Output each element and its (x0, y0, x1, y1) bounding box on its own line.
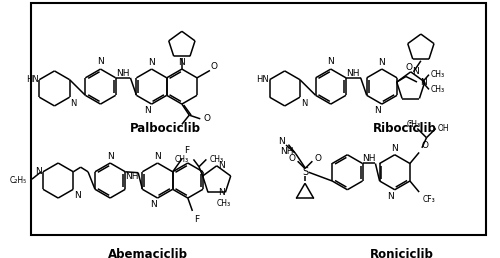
Text: Abemaciclib: Abemaciclib (108, 248, 188, 258)
Text: N: N (178, 58, 185, 67)
Text: O: O (314, 154, 321, 163)
Text: O: O (210, 62, 217, 71)
Text: F: F (184, 146, 189, 155)
Text: O: O (289, 154, 296, 163)
Text: N: N (107, 152, 114, 161)
Text: Roniciclib: Roniciclib (370, 248, 434, 258)
Text: O: O (405, 63, 412, 72)
Text: NH: NH (116, 69, 130, 78)
Text: C₂H₅: C₂H₅ (9, 176, 26, 186)
Text: N: N (392, 144, 398, 153)
Text: CF₃: CF₃ (423, 195, 436, 204)
Text: N: N (387, 192, 394, 200)
Text: N: N (148, 58, 155, 67)
Text: N: N (97, 57, 104, 66)
Text: N: N (144, 106, 150, 115)
Text: N: N (374, 106, 381, 115)
Text: OH: OH (438, 124, 449, 133)
Text: CH₃: CH₃ (431, 85, 445, 94)
Text: N: N (36, 167, 42, 176)
Text: HN: HN (26, 75, 38, 84)
Text: NH: NH (125, 172, 138, 181)
Text: N: N (70, 99, 77, 108)
Text: NH: NH (346, 69, 360, 78)
Text: CH₃: CH₃ (216, 199, 230, 208)
Text: N: N (150, 200, 156, 209)
Text: N: N (74, 191, 81, 200)
Text: CH₃: CH₃ (209, 155, 224, 164)
Text: O: O (204, 114, 211, 123)
Text: N: N (412, 67, 420, 76)
Text: CH₃: CH₃ (174, 155, 189, 164)
Text: N: N (218, 161, 226, 170)
Text: N: N (278, 137, 284, 146)
Text: Ribociclib: Ribociclib (373, 123, 437, 135)
Text: NH: NH (362, 154, 376, 163)
Text: N: N (154, 152, 161, 161)
Text: N: N (218, 188, 224, 197)
Text: O: O (422, 141, 429, 150)
Text: N: N (378, 58, 385, 67)
Text: N: N (328, 57, 334, 66)
Text: NH: NH (280, 147, 294, 156)
Text: Palbociclib: Palbociclib (130, 123, 201, 135)
Text: N: N (420, 77, 426, 86)
Text: CH₃: CH₃ (431, 70, 445, 79)
Text: S: S (302, 167, 308, 177)
Text: CH₃: CH₃ (406, 120, 420, 129)
Text: F: F (194, 215, 200, 224)
Text: HN: HN (256, 75, 268, 84)
Text: N: N (301, 99, 307, 108)
